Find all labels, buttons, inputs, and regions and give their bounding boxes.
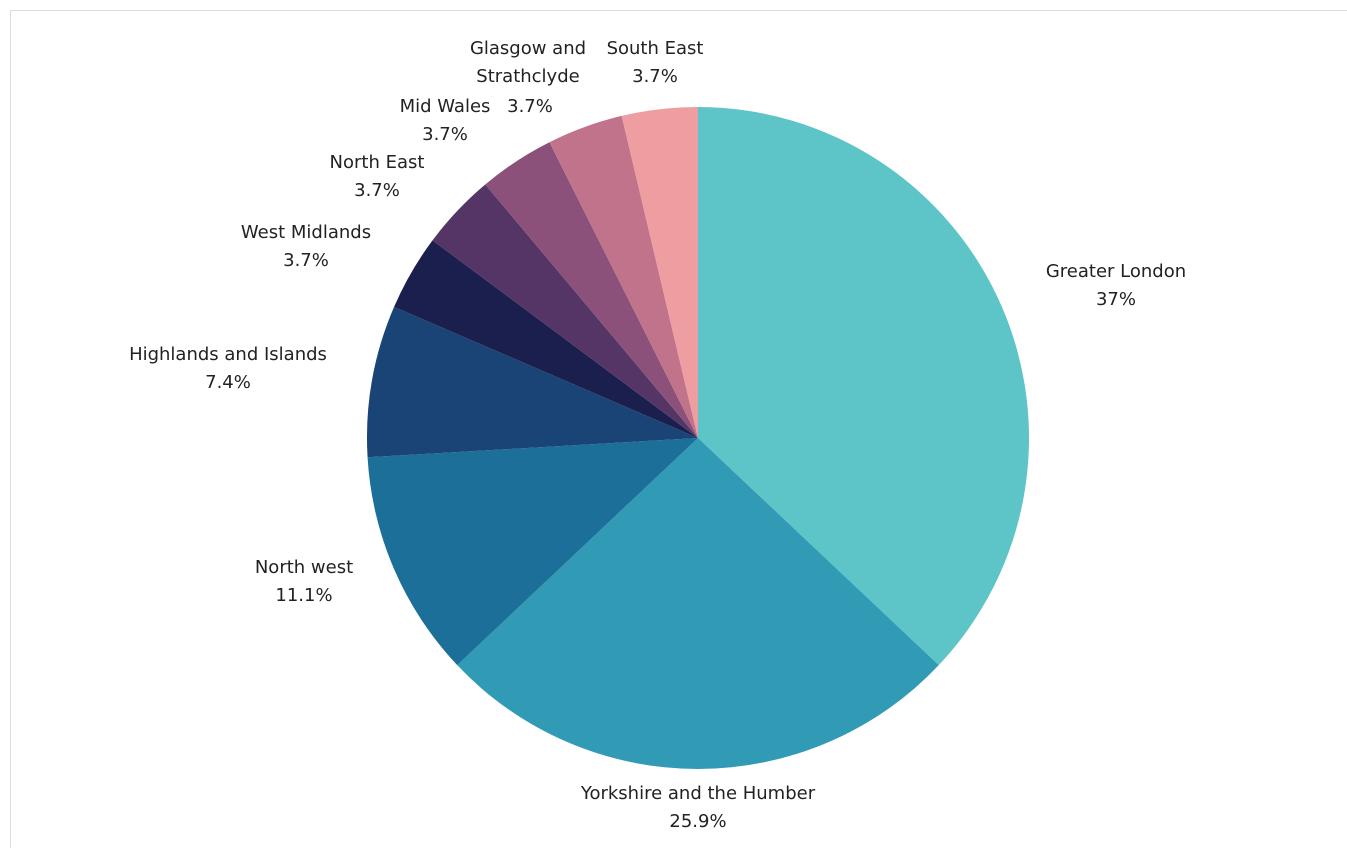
slice-label-highlands-and-islands: Highlands and Islands 7.4% [129,344,327,393]
slice-name: Strathclyde [476,66,579,87]
slice-name: Greater London [1046,261,1186,282]
slice-value: 3.7% [354,180,400,201]
slice-value: 7.4% [205,372,251,393]
pie-labels: Greater London 37% Yorkshire and the Humbe… [129,38,1186,832]
slice-name: Highlands and Islands [129,344,327,365]
slice-name: North East [330,152,425,173]
slice-value: 25.9% [669,811,726,832]
pie-slice-north-east [432,184,698,438]
slice-label-west-midlands: West Midlands 3.7% [241,222,371,271]
slice-value: 37% [1096,289,1136,310]
pie-slice-west-midlands [394,240,698,438]
slice-name: Yorkshire and the Humber [580,783,816,804]
slice-name: North west [255,557,353,578]
slice-name: South East [607,38,704,59]
slice-name: West Midlands [241,222,371,243]
slice-label-glasgow-and-strathclyde: Glasgow and Strathclyde 3.7% [470,38,586,117]
slice-label-greater-london: Greater London 37% [1046,261,1186,310]
slice-label-yorkshire-and-the-humber: Yorkshire and the Humber 25.9% [580,783,816,832]
slice-value: 11.1% [275,585,332,606]
pie-slice-south-east [621,107,698,438]
slice-value: 3.7% [507,96,553,117]
chart-frame [10,10,1347,848]
slice-value: 3.7% [422,124,468,145]
slice-label-mid-wales: Mid Wales 3.7% [400,96,491,145]
slice-label-north-east: North East 3.7% [330,152,425,201]
pie-slice-yorkshire-and-the-humber [457,438,939,770]
pie-slices [366,107,1030,770]
slice-value: 3.7% [283,250,329,271]
slice-value: 3.7% [632,66,678,87]
slice-name: Glasgow and [470,38,586,59]
pie-slice-north-west [367,438,698,666]
pie-slice-glasgow-and-strathclyde [549,115,698,439]
slice-label-north-west: North west 11.1% [255,557,353,606]
slice-name: Mid Wales [400,96,491,117]
pie-slice-highlands-and-islands [366,306,698,458]
slice-label-south-east: South East 3.7% [607,38,704,87]
pie-slice-greater-london [698,107,1030,666]
pie-slice-mid-wales [485,142,698,438]
